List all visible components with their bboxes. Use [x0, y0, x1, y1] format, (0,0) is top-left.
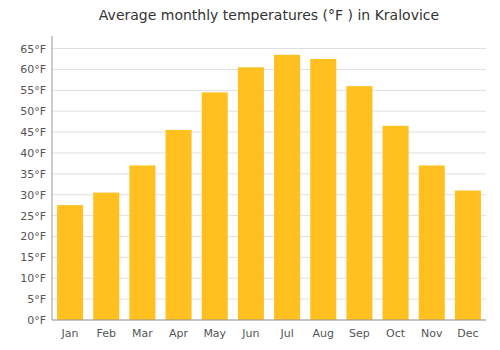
bar: [238, 67, 264, 320]
x-tick-label: May: [203, 327, 226, 340]
x-tick-label: Nov: [421, 327, 443, 340]
bar: [129, 165, 155, 320]
bar: [455, 191, 481, 320]
x-tick-label: Aug: [313, 327, 334, 340]
y-tick-label: 50°F: [20, 105, 46, 118]
y-tick-label: 5°F: [27, 293, 46, 306]
x-tick-label: Jan: [61, 327, 79, 340]
x-axis-line: [52, 320, 486, 321]
y-tick-label: 30°F: [20, 189, 46, 202]
y-axis-line: [52, 36, 53, 320]
bar: [274, 55, 300, 320]
x-tick-labels: Jan Feb Mar Apr May Jun Jul Aug Sep Oct Nov Dec: [61, 327, 479, 340]
grid-line: [52, 90, 486, 91]
bar: [93, 193, 119, 320]
chart: Average monthly temperatures (°F ) in Kr…: [0, 0, 500, 350]
y-tick-labels: 0°F 5°F 10°F 15°F 20°F 25°F 30°F 35°F 40°F 45°F 50…: [20, 43, 46, 327]
x-tick-label: Jun: [241, 327, 259, 340]
bar: [166, 130, 192, 320]
grid-line: [52, 152, 486, 153]
y-tick-label: 25°F: [20, 210, 46, 223]
y-tick-label: 60°F: [20, 63, 46, 76]
y-tick-label: 45°F: [20, 126, 46, 139]
bar: [346, 86, 372, 320]
y-tick-label: 55°F: [20, 84, 46, 97]
y-tick-label: 35°F: [20, 168, 46, 181]
grid-line: [52, 48, 486, 49]
x-tick-label: Dec: [457, 327, 478, 340]
x-tick-label: Feb: [97, 327, 116, 340]
x-tick-label: Mar: [132, 327, 153, 340]
grid-line: [52, 69, 486, 70]
y-tick-label: 15°F: [20, 251, 46, 264]
x-tick-label: Apr: [169, 327, 189, 340]
y-tick-label: 10°F: [20, 272, 46, 285]
x-tick-label: Sep: [349, 327, 370, 340]
page: {"chart_data": {"type": "bar", "title": …: [0, 0, 500, 350]
y-tick-label: 65°F: [20, 43, 46, 56]
bar: [57, 205, 83, 320]
title: Average monthly temperatures (°F ) in Kr…: [99, 7, 439, 23]
y-tick-label: 40°F: [20, 147, 46, 160]
grid-line: [52, 132, 486, 133]
grid-line: [52, 320, 486, 321]
grid: [52, 49, 486, 320]
y-tick-label: 0°F: [27, 314, 46, 327]
bar: [419, 165, 445, 320]
x-tick-label: Jul: [279, 327, 293, 340]
bar: [202, 92, 228, 320]
grid-line: [52, 111, 486, 112]
x-tick-label: Oct: [386, 327, 406, 340]
bar: [383, 126, 409, 320]
bars: [57, 55, 481, 320]
y-tick-label: 20°F: [20, 230, 46, 243]
bar: [310, 59, 336, 320]
